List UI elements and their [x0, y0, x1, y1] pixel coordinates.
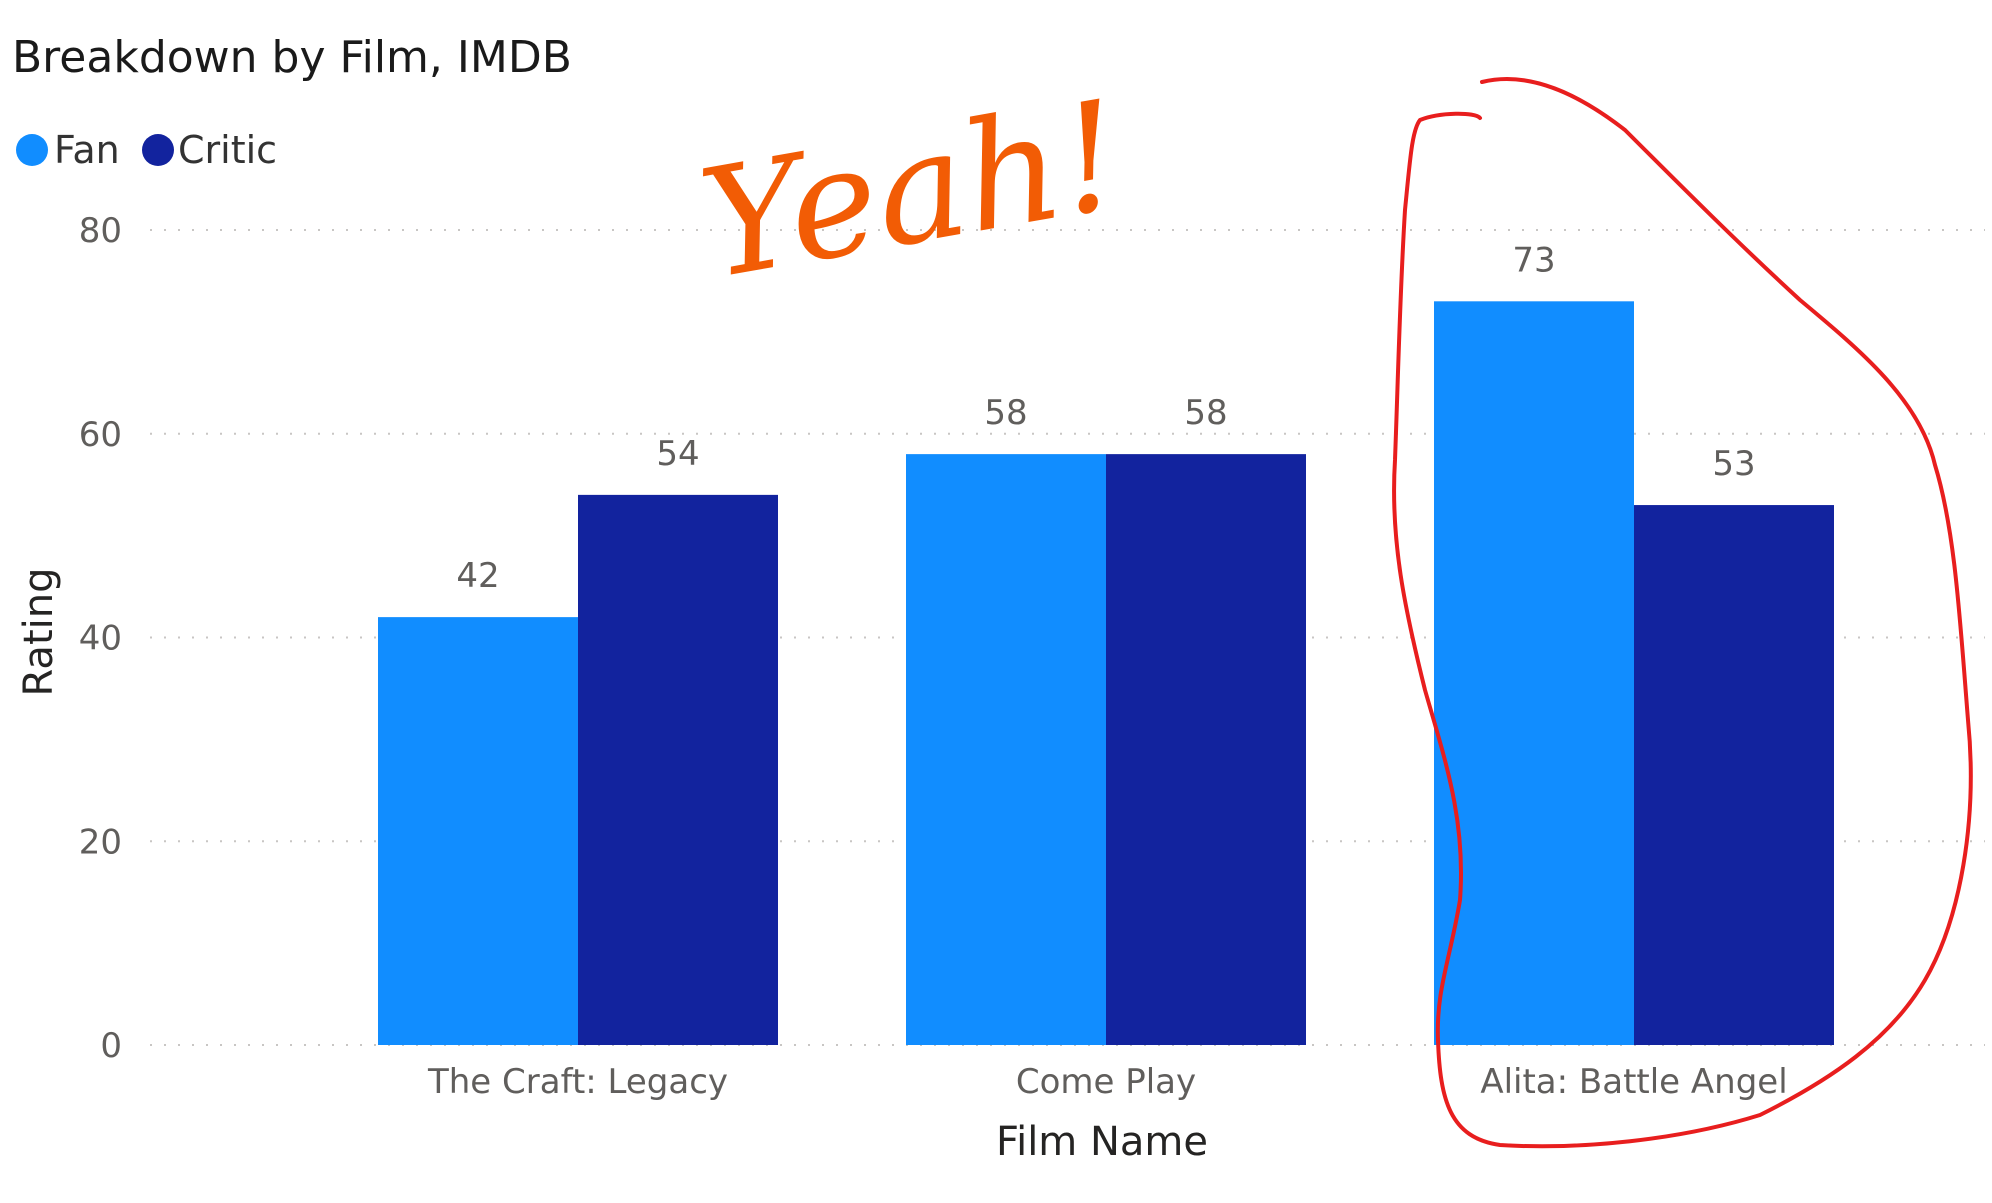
chart-title: Breakdown by Film, IMDB	[12, 32, 572, 83]
x-tick-label: Come Play	[1016, 1062, 1196, 1102]
legend-fan-label: Fan	[54, 128, 120, 172]
annotation-circle	[1392, 76, 1973, 1149]
data-labels: 42 54 58 58 73 53	[456, 240, 1755, 596]
x-axis-title: Film Name	[996, 1119, 1208, 1165]
y-tick-label: 20	[79, 822, 122, 862]
bar-fan-2	[1434, 301, 1634, 1045]
y-axis-ticks: 0 20 40 60 80	[79, 211, 122, 1066]
bar-critic-1	[1106, 454, 1306, 1045]
legend-critic-marker	[142, 134, 174, 166]
y-tick-label: 0	[100, 1026, 122, 1066]
data-label: 58	[1184, 393, 1227, 433]
y-tick-label: 80	[79, 211, 122, 251]
legend-fan-marker	[16, 134, 48, 166]
data-label: 54	[656, 434, 699, 474]
legend-critic-label: Critic	[178, 128, 277, 172]
y-tick-label: 60	[79, 415, 122, 455]
x-tick-label: The Craft: Legacy	[427, 1062, 728, 1102]
bar-fan-0	[378, 617, 578, 1045]
annotation-text: Yeah!	[689, 69, 1134, 313]
y-axis-title: Rating	[16, 568, 62, 697]
data-label: 58	[984, 393, 1027, 433]
data-label: 53	[1712, 444, 1755, 484]
legend: Fan Critic	[16, 128, 277, 172]
bars	[378, 301, 1834, 1045]
y-tick-label: 40	[79, 619, 122, 659]
x-axis-ticks: The Craft: Legacy Come Play Alita: Battle …	[427, 1062, 1788, 1102]
bar-critic-2	[1634, 505, 1834, 1045]
x-tick-label: Alita: Battle Angel	[1480, 1062, 1787, 1102]
data-label: 73	[1512, 240, 1555, 280]
bar-fan-1	[906, 454, 1106, 1045]
bar-critic-0	[578, 494, 778, 1045]
data-label: 42	[456, 556, 499, 596]
